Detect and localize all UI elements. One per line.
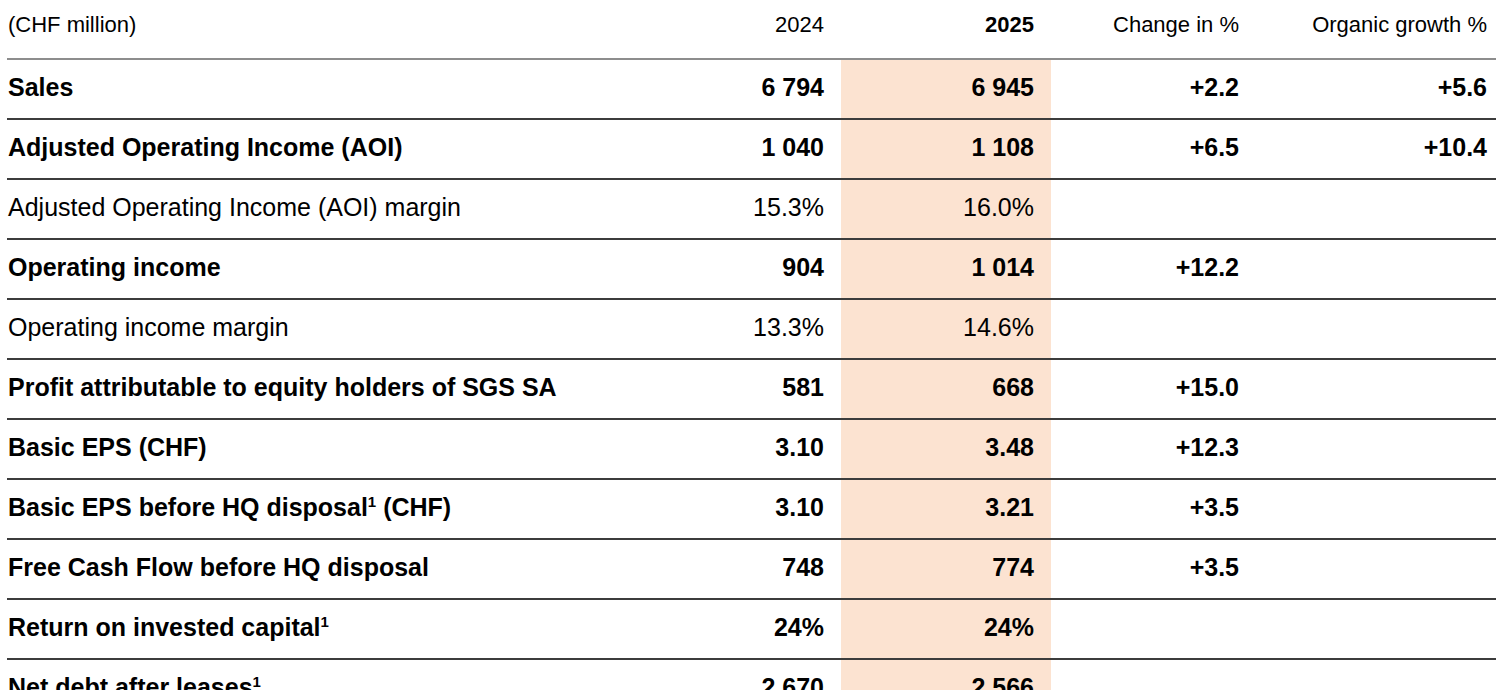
table-row: Basic EPS before HQ disposal1 (CHF)3.103…: [7, 479, 1496, 539]
row-label: Net debt after leases1: [7, 659, 649, 690]
row-label: Operating income margin: [7, 299, 649, 359]
value-2024: 3.10: [649, 479, 841, 539]
value-organic-growth: [1249, 539, 1496, 599]
value-2024: 24%: [649, 599, 841, 659]
table-row: Adjusted Operating Income (AOI) margin15…: [7, 179, 1496, 239]
value-2024: 2 670: [649, 659, 841, 690]
column-header-organic-growth: Organic growth %: [1249, 0, 1496, 59]
value-organic-growth: [1249, 599, 1496, 659]
row-label: Operating income: [7, 239, 649, 299]
value-change-pct: [1051, 179, 1249, 239]
value-change-pct: +3.5: [1051, 479, 1249, 539]
financial-summary: (CHF million) 2024 2025 Change in % Orga…: [0, 0, 1504, 690]
value-2025: 14.6%: [841, 299, 1051, 359]
value-2024: 15.3%: [649, 179, 841, 239]
table-row: Operating income9041 014+12.2: [7, 239, 1496, 299]
value-organic-growth: [1249, 359, 1496, 419]
row-label: Free Cash Flow before HQ disposal: [7, 539, 649, 599]
value-2025: 24%: [841, 599, 1051, 659]
value-2025: 668: [841, 359, 1051, 419]
table-row: Free Cash Flow before HQ disposal748774+…: [7, 539, 1496, 599]
value-2024: 1 040: [649, 119, 841, 179]
value-2024: 6 794: [649, 59, 841, 119]
value-change-pct: +6.5: [1051, 119, 1249, 179]
financial-summary-table: (CHF million) 2024 2025 Change in % Orga…: [7, 0, 1496, 690]
value-2024: 581: [649, 359, 841, 419]
value-organic-growth: +5.6: [1249, 59, 1496, 119]
table-row: Return on invested capital124%24%: [7, 599, 1496, 659]
value-organic-growth: [1249, 299, 1496, 359]
table-row: Profit attributable to equity holders of…: [7, 359, 1496, 419]
value-2025: 3.21: [841, 479, 1051, 539]
value-2024: 13.3%: [649, 299, 841, 359]
value-change-pct: +15.0: [1051, 359, 1249, 419]
table-row: Sales6 7946 945+2.2+5.6: [7, 59, 1496, 119]
column-header-2025: 2025: [841, 0, 1051, 59]
table-body: Sales6 7946 945+2.2+5.6Adjusted Operatin…: [7, 59, 1496, 690]
value-organic-growth: [1249, 659, 1496, 690]
value-organic-growth: [1249, 419, 1496, 479]
value-2025: 2 566: [841, 659, 1051, 690]
footnote-marker: 1: [321, 612, 329, 629]
column-header-change: Change in %: [1051, 0, 1249, 59]
row-label: Adjusted Operating Income (AOI): [7, 119, 649, 179]
table-row: Net debt after leases12 6702 566: [7, 659, 1496, 690]
value-organic-growth: [1249, 239, 1496, 299]
value-change-pct: +12.3: [1051, 419, 1249, 479]
value-2024: 904: [649, 239, 841, 299]
value-change-pct: [1051, 299, 1249, 359]
value-2025: 16.0%: [841, 179, 1051, 239]
footnote-marker: 1: [253, 672, 261, 689]
value-2024: 748: [649, 539, 841, 599]
value-change-pct: +12.2: [1051, 239, 1249, 299]
table-row: Basic EPS (CHF)3.103.48+12.3: [7, 419, 1496, 479]
row-label: Sales: [7, 59, 649, 119]
row-label: Basic EPS before HQ disposal1 (CHF): [7, 479, 649, 539]
row-label: Profit attributable to equity holders of…: [7, 359, 649, 419]
value-2025: 774: [841, 539, 1051, 599]
row-label: Basic EPS (CHF): [7, 419, 649, 479]
value-change-pct: +2.2: [1051, 59, 1249, 119]
value-2025: 3.48: [841, 419, 1051, 479]
table-row: Adjusted Operating Income (AOI)1 0401 10…: [7, 119, 1496, 179]
table-header-row: (CHF million) 2024 2025 Change in % Orga…: [7, 0, 1496, 59]
value-change-pct: [1051, 599, 1249, 659]
row-label: Adjusted Operating Income (AOI) margin: [7, 179, 649, 239]
value-2025: 1 108: [841, 119, 1051, 179]
footnote-marker: 1: [368, 492, 376, 509]
unit-label: (CHF million): [7, 0, 649, 59]
value-organic-growth: [1249, 179, 1496, 239]
value-change-pct: +3.5: [1051, 539, 1249, 599]
value-2025: 6 945: [841, 59, 1051, 119]
value-change-pct: [1051, 659, 1249, 690]
value-organic-growth: [1249, 479, 1496, 539]
table-row: Operating income margin13.3%14.6%: [7, 299, 1496, 359]
column-header-2024: 2024: [649, 0, 841, 59]
value-2024: 3.10: [649, 419, 841, 479]
value-organic-growth: +10.4: [1249, 119, 1496, 179]
value-2025: 1 014: [841, 239, 1051, 299]
row-label: Return on invested capital1: [7, 599, 649, 659]
